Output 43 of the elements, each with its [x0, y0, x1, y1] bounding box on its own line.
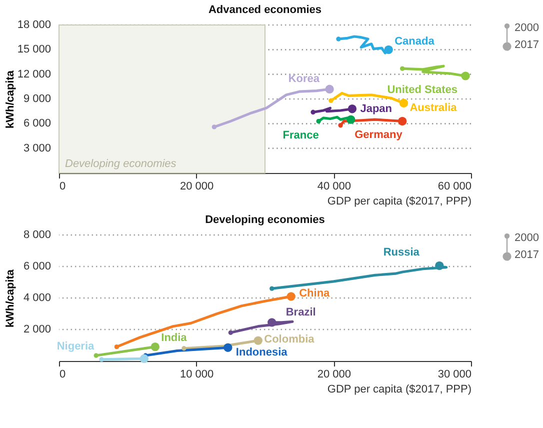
- series-label: Colombia: [264, 334, 316, 346]
- x-tick-label: 20 000: [180, 180, 214, 192]
- text: 2017: [514, 39, 539, 52]
- x-tick-label: 30 000: [438, 368, 472, 380]
- y-tick-label: 8 000: [23, 229, 51, 241]
- y-axis-title: kWh/capita: [4, 268, 16, 328]
- chart-title: Advanced economies: [208, 4, 322, 16]
- x-tick-label: 10 000: [180, 368, 214, 380]
- series-label: Korea: [288, 73, 320, 86]
- y-tick-label: 15 000: [17, 44, 51, 56]
- series-label: Canada: [394, 36, 436, 48]
- y-axis-title: kWh/capita: [4, 70, 16, 129]
- series-label: Australia: [410, 102, 458, 114]
- x-axis-title: GDP per capita ($2017, PPP): [327, 384, 472, 396]
- series-label: United States: [387, 84, 458, 96]
- y-tick-label: 6 000: [23, 260, 51, 272]
- x-tick-label: 60 000: [438, 180, 472, 192]
- x-tick-label: 0: [60, 368, 66, 380]
- y-tick-label: 2 000: [23, 324, 51, 336]
- series-label: Indonesia: [236, 346, 288, 359]
- y-tick-label: 6 000: [23, 118, 51, 130]
- series-label: France: [282, 130, 319, 142]
- y-tick-label: 4 000: [23, 292, 51, 304]
- y-tick-label: 9 000: [23, 93, 51, 105]
- chart-title: Developing economies: [205, 214, 325, 226]
- series-label: Nigeria: [56, 340, 96, 353]
- x-tick-label: 40 000: [317, 180, 351, 192]
- y-tick-label: 3 000: [23, 142, 51, 154]
- series-label: India: [161, 332, 188, 344]
- band-label: Developing economies: [65, 158, 177, 170]
- text: 2017: [514, 249, 539, 262]
- series-label: Russia: [383, 246, 420, 259]
- y-tick-label: 18 000: [17, 19, 51, 31]
- x-axis-title: GDP per capita ($2017, PPP): [327, 196, 472, 208]
- series-label: Brazil: [286, 306, 316, 318]
- text: 2000: [514, 22, 539, 35]
- series-label: Germany: [354, 129, 404, 142]
- x-tick-label: 20 000: [317, 368, 351, 380]
- series-label: China: [299, 287, 331, 300]
- series-label: Japan: [360, 102, 392, 115]
- text: 2000: [514, 232, 539, 245]
- x-tick-label: 0: [60, 180, 66, 192]
- y-tick-label: 12 000: [17, 68, 51, 80]
